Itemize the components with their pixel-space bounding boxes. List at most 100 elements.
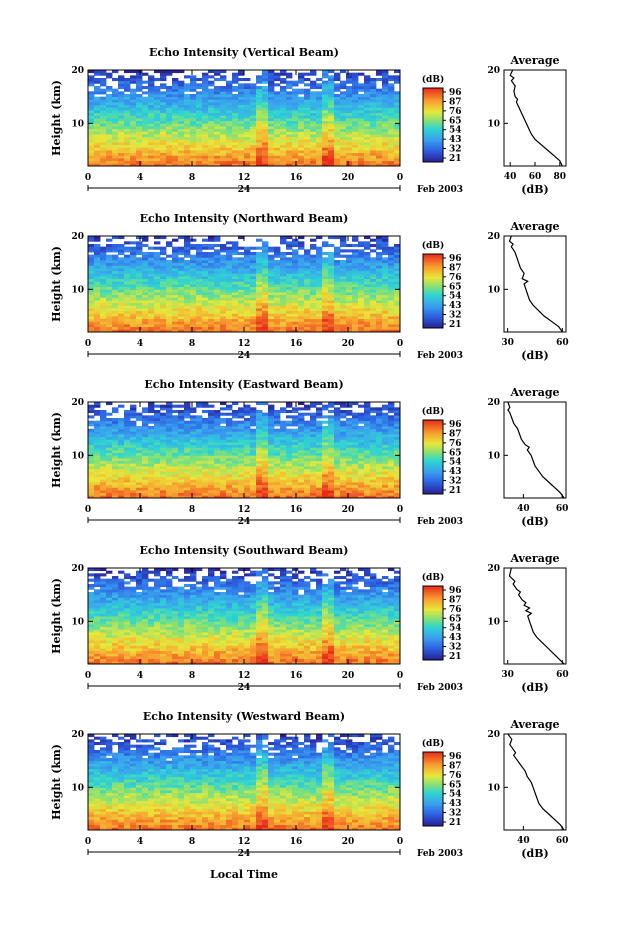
heatmap-cell <box>124 313 131 317</box>
heatmap-cell <box>376 324 383 328</box>
heatmap-cell <box>136 436 143 440</box>
heatmap-cell <box>214 104 221 108</box>
heatmap-cell <box>112 281 119 285</box>
heatmap-cell <box>142 102 149 106</box>
heatmap-cell <box>184 428 191 432</box>
heatmap-cell <box>88 136 95 140</box>
heatmap-cell <box>232 241 239 245</box>
heatmap-cell <box>244 434 251 438</box>
date-day-label: 24 <box>238 185 251 195</box>
heatmap-cell <box>118 276 125 280</box>
heatmap-cell <box>328 252 335 256</box>
heatmap-cell <box>286 310 293 314</box>
heatmap-cell <box>376 155 383 159</box>
heatmap-cell <box>112 115 119 119</box>
heatmap-cell <box>328 450 335 454</box>
heatmap-cell <box>388 289 395 293</box>
heatmap-cell <box>238 468 245 472</box>
heatmap-cell <box>358 321 365 325</box>
heatmap-cell <box>364 88 371 92</box>
heatmap-cell <box>208 123 215 127</box>
heatmap-cell <box>292 492 299 496</box>
heatmap-cell <box>304 104 311 108</box>
heatmap-cell <box>370 115 377 119</box>
heatmap-cell <box>292 120 299 124</box>
heatmap-cell <box>172 442 179 446</box>
heatmap-cell <box>268 278 275 282</box>
heatmap-cell <box>256 487 263 491</box>
heatmap-cell <box>190 316 197 320</box>
heatmap-cell <box>346 423 353 427</box>
heatmap-cell <box>250 310 257 314</box>
heatmap-cell <box>184 329 191 333</box>
heatmap-cell <box>268 262 275 266</box>
heatmap-cell <box>268 294 275 298</box>
heatmap-cell <box>214 257 221 261</box>
heatmap-cell <box>232 442 239 446</box>
heatmap-cell <box>160 450 167 454</box>
heatmap-cell <box>172 482 179 486</box>
heatmap-cell <box>286 163 293 167</box>
heatmap-cell <box>274 434 281 438</box>
heatmap-cell <box>88 458 95 462</box>
heatmap-cell <box>136 487 143 491</box>
heatmap-cell <box>88 455 95 459</box>
heatmap-cell <box>244 468 251 472</box>
heatmap-cell <box>178 134 185 138</box>
heatmap-cell <box>202 482 209 486</box>
heatmap-cell <box>346 260 353 264</box>
heatmap-cell <box>364 468 371 472</box>
heatmap-cell <box>106 466 113 470</box>
heatmap-cell <box>220 326 227 330</box>
heatmap-cell <box>214 78 221 82</box>
heatmap-cell <box>178 70 185 74</box>
heatmap-cell <box>394 152 401 156</box>
heatmap-cell <box>262 423 269 427</box>
heatmap-cell <box>340 249 347 253</box>
heatmap-cell <box>190 96 197 100</box>
heatmap-cell <box>310 297 317 301</box>
heatmap-cell <box>160 102 167 106</box>
heatmap-cell <box>202 495 209 499</box>
heatmap-cell <box>376 455 383 459</box>
heatmap-cell <box>172 273 179 277</box>
heatmap-cell <box>376 436 383 440</box>
heatmap-cell <box>334 110 341 114</box>
heatmap-cell <box>310 450 317 454</box>
heatmap-cell <box>370 123 377 127</box>
heatmap-cell <box>346 273 353 277</box>
heatmap-cell <box>316 128 323 132</box>
heatmap-cell <box>256 112 263 116</box>
heatmap-cell <box>274 91 281 95</box>
heatmap-cell <box>154 110 161 114</box>
heatmap-cell <box>202 120 209 124</box>
heatmap-cell <box>304 91 311 95</box>
heatmap-cell <box>352 460 359 464</box>
heatmap-cell <box>232 321 239 325</box>
heatmap-cell <box>304 487 311 491</box>
heatmap-cell <box>280 447 287 451</box>
heatmap-cell <box>220 160 227 164</box>
heatmap-cell <box>118 268 125 272</box>
heatmap-cell <box>292 286 299 290</box>
heatmap-cell <box>238 431 245 435</box>
heatmap-cell <box>292 91 299 95</box>
heatmap-cell <box>376 94 383 98</box>
heatmap-cell <box>238 436 245 440</box>
heatmap-cell <box>226 460 233 464</box>
heatmap-cell <box>262 450 269 454</box>
heatmap-cell <box>190 144 197 148</box>
heatmap-cell <box>382 96 389 100</box>
heatmap-cell <box>172 112 179 116</box>
heatmap-cell <box>184 83 191 87</box>
heatmap-cell <box>232 110 239 114</box>
heatmap-cell <box>256 86 263 90</box>
heatmap-cell <box>190 310 197 314</box>
heatmap-cell <box>322 270 329 274</box>
heatmap-cell <box>88 91 95 95</box>
heatmap-cell <box>346 78 353 82</box>
heatmap-cell <box>370 308 377 312</box>
heatmap-cell <box>136 120 143 124</box>
heatmap-cell <box>142 144 149 148</box>
heatmap-cell <box>100 78 107 82</box>
